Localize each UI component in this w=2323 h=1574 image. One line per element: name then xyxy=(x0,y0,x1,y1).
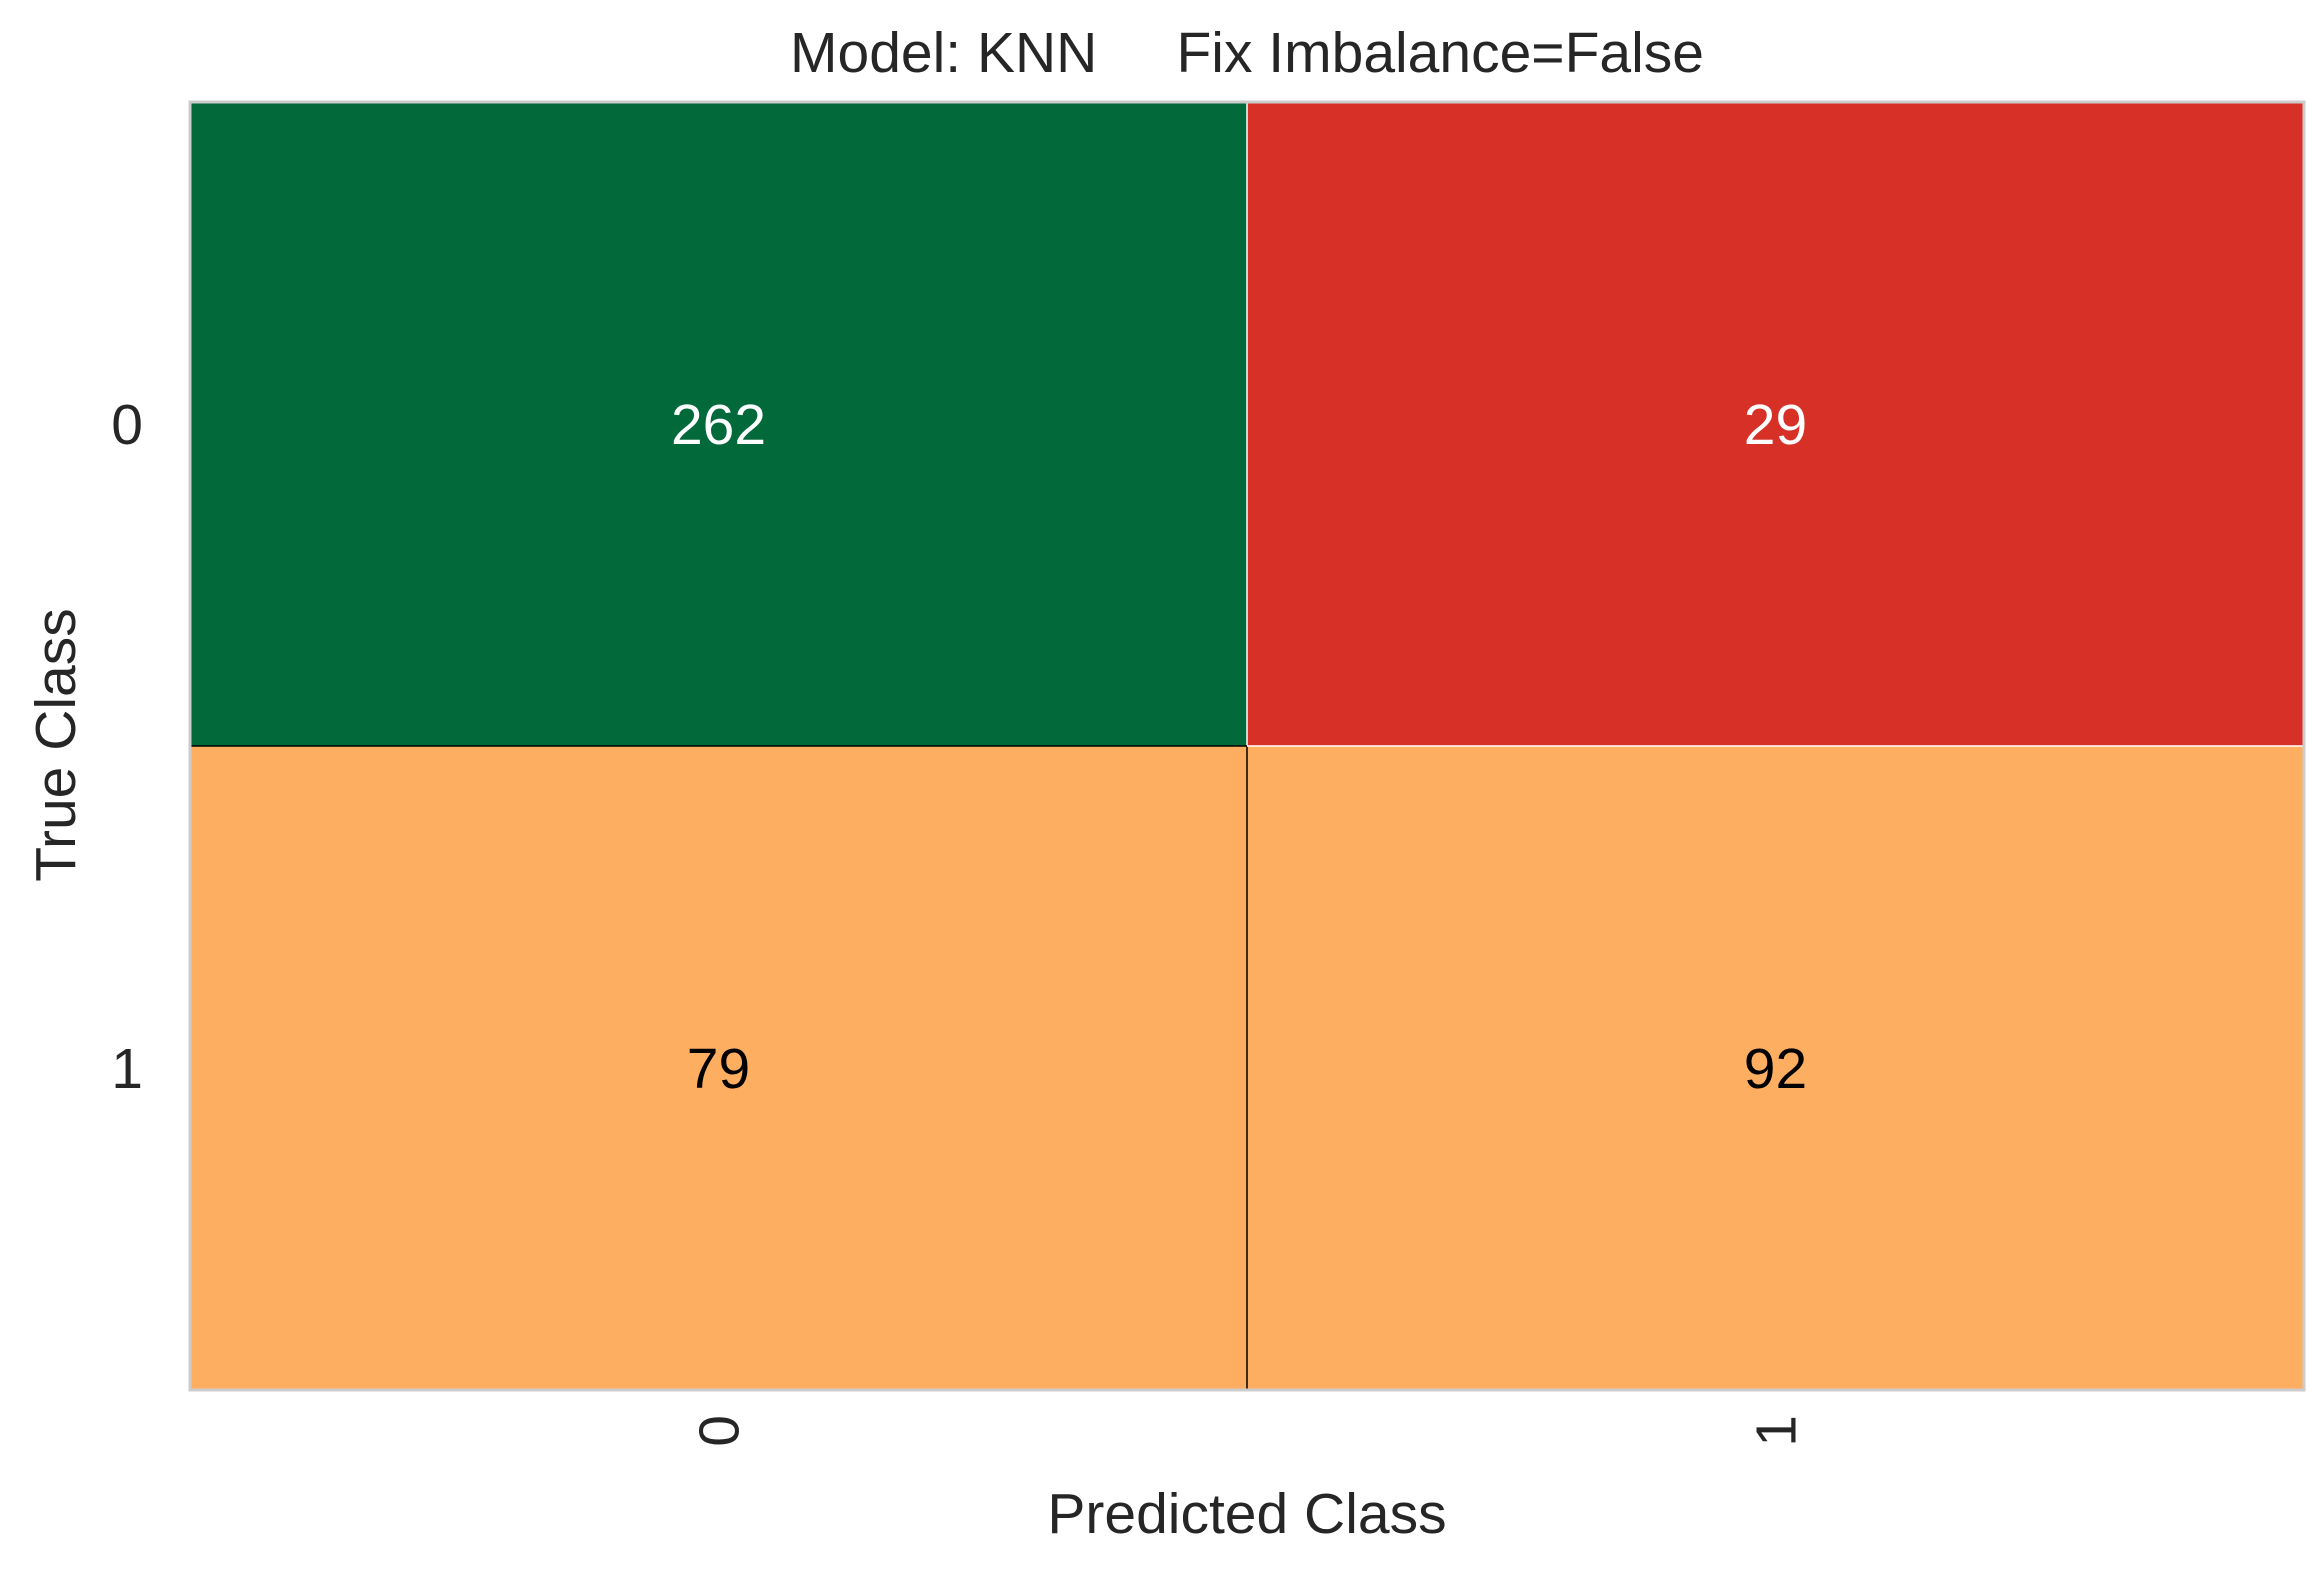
axis-tick-labels: 0 1 0 1 xyxy=(111,393,1808,1447)
x-tick-label-1: 1 xyxy=(1745,1415,1809,1447)
cell-value-label-0-0: 262 xyxy=(671,393,766,457)
cell-value-label-1-0: 79 xyxy=(687,1037,750,1101)
y-tick-label-0: 0 xyxy=(111,393,143,457)
heatmap-cell-1-0 xyxy=(190,746,1247,1390)
cell-value-labels: 262 29 79 92 xyxy=(671,393,1807,1101)
cell-value-label-0-1: 29 xyxy=(1744,393,1807,457)
x-axis-label: Predicted Class xyxy=(1047,1482,1446,1546)
heatmap-cell-0-1 xyxy=(1247,102,2304,746)
y-tick-label-1: 1 xyxy=(111,1037,143,1101)
cell-dividers xyxy=(190,102,2304,1390)
heatmap-cell-1-1 xyxy=(1247,746,2304,1390)
cell-value-label-1-1: 92 xyxy=(1744,1037,1807,1101)
y-axis-label: True Class xyxy=(24,608,88,881)
plot-frame xyxy=(188,100,2306,1392)
heatmap-cell-0-0 xyxy=(190,102,1247,746)
heatmap-cells xyxy=(190,102,2304,1390)
x-tick-label-0: 0 xyxy=(688,1415,752,1447)
chart-title: Model: KNN Fix Imbalance=False xyxy=(790,21,1704,85)
